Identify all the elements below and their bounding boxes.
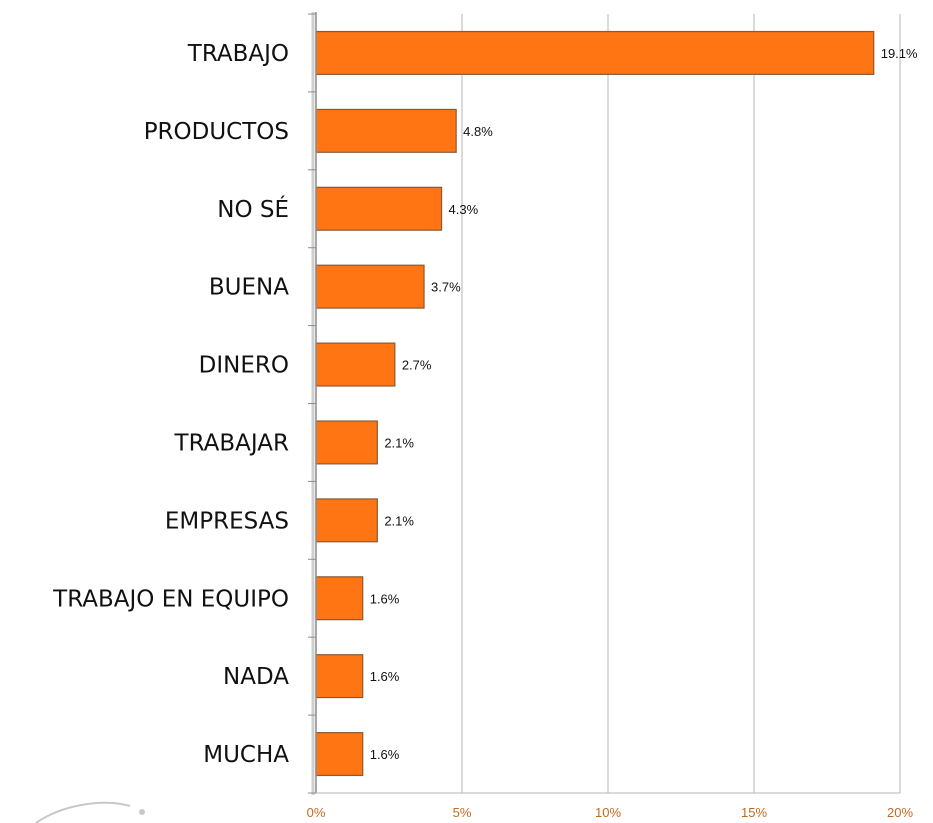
bar: [315, 420, 378, 465]
logo-swoosh: [35, 801, 131, 823]
x-tick-label: 20%: [887, 805, 913, 820]
x-tick-label: 10%: [595, 805, 621, 820]
category-label: TRABAJO EN EQUIPO: [52, 586, 289, 612]
category-label: TRABAJAR: [174, 430, 289, 456]
label-layer: 0% 5% 10% 15% 20% 19.1% TRABAJO 4.8% PRODUCTOS 4.…: [52, 41, 918, 820]
data-label: 4.3%: [449, 202, 479, 217]
bar: [315, 732, 364, 777]
logo-dot: [139, 809, 145, 815]
category-label: BUENA: [209, 275, 289, 301]
category-label: TRABAJO: [187, 41, 289, 67]
data-label: 19.1%: [881, 46, 918, 61]
category-label: NADA: [223, 664, 289, 690]
grid-layer: [461, 14, 901, 793]
data-label: 2.1%: [384, 513, 414, 528]
data-label: 1.6%: [370, 747, 400, 762]
category-label: PRODUCTOS: [144, 119, 289, 145]
category-label: MUCHA: [203, 742, 289, 768]
x-tick-label: 15%: [741, 805, 767, 820]
bar: [315, 264, 425, 309]
data-label: 1.6%: [370, 669, 400, 684]
bar: [315, 576, 364, 621]
logo-mark: [35, 801, 145, 823]
bar-layer: [315, 30, 875, 777]
category-label: DINERO: [199, 353, 289, 379]
x-tick-label: 0%: [307, 805, 326, 820]
bar: [315, 30, 875, 75]
axis-layer: [35, 12, 900, 823]
data-label: 4.8%: [463, 124, 493, 139]
x-tick-label: 5%: [453, 805, 472, 820]
bar: [315, 498, 378, 543]
bar: [315, 654, 364, 699]
category-label: EMPRESAS: [165, 508, 289, 534]
data-label: 2.1%: [384, 435, 414, 450]
data-label: 1.6%: [370, 591, 400, 606]
data-label: 3.7%: [431, 280, 461, 295]
data-label: 2.7%: [402, 358, 432, 373]
bar: [315, 108, 457, 153]
bar: [315, 342, 396, 387]
category-label: NO SÉ: [217, 195, 289, 223]
bar: [315, 186, 443, 231]
